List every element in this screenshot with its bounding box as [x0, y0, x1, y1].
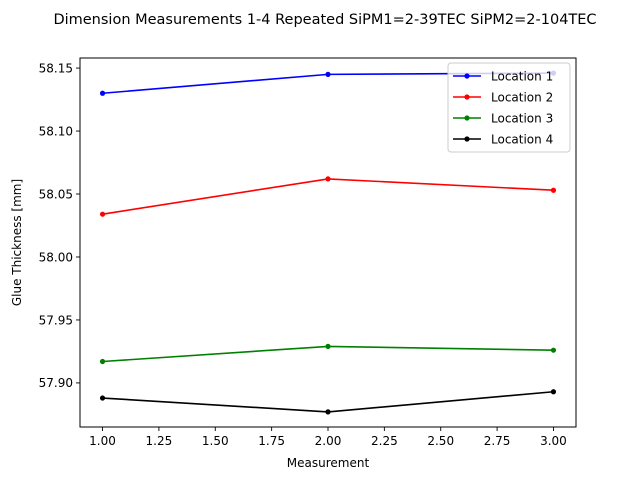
legend-entry-label: Location 4	[491, 132, 553, 146]
y-tick-label: 58.00	[39, 250, 73, 264]
x-tick-label: 2.25	[371, 434, 398, 448]
y-axis-label: Glue Thickness [mm]	[10, 179, 24, 306]
data-point-location-1	[325, 71, 331, 77]
x-tick-label: 2.50	[427, 434, 454, 448]
x-tick-label: 2.75	[484, 434, 511, 448]
x-tick-label: 1.50	[202, 434, 229, 448]
data-point-location-3	[325, 343, 331, 349]
y-tick-label: 58.05	[39, 187, 73, 201]
data-point-location-4	[550, 389, 557, 395]
legend-swatch-marker	[464, 94, 470, 100]
x-axis: 1.00 1.25 1.50 1.75 2.00 2.25 2.50 2.75 3.00	[89, 427, 567, 448]
x-tick-label: 1.00	[89, 434, 116, 448]
data-point-location-4	[99, 395, 106, 401]
data-point-location-2	[99, 211, 106, 217]
chart-title: Dimension Measurements 1-4 Repeated SiPM…	[53, 12, 596, 28]
legend-swatch-marker	[464, 115, 470, 121]
y-tick-label: 58.15	[39, 61, 73, 75]
legend-entry-label: Location 3	[491, 111, 553, 125]
y-tick-label: 58.10	[39, 124, 73, 138]
data-point-location-2	[325, 176, 331, 182]
x-axis-label: Measurement	[287, 456, 370, 470]
y-tick-label: 57.90	[39, 376, 73, 390]
data-point-location-2	[550, 187, 557, 193]
y-tick-label: 57.95	[39, 313, 73, 327]
x-tick-label: 3.00	[540, 434, 567, 448]
data-point-location-4	[325, 409, 331, 415]
data-point-location-3	[99, 358, 106, 365]
x-tick-label: 1.75	[258, 434, 285, 448]
x-tick-label: 2.00	[315, 434, 342, 448]
data-point-location-3	[550, 347, 557, 353]
legend-swatch-marker	[464, 73, 470, 79]
y-axis: 57.90 57.95 58.00 58.05 58.10 58.15	[39, 61, 80, 390]
legend-box	[447, 62, 571, 153]
legend: Location 1 Location 2 Location 3 Location 4	[447, 62, 571, 153]
data-point-location-1	[99, 90, 106, 96]
legend-entry-label: Location 1	[491, 69, 553, 83]
series-line-location-4	[102, 390, 554, 413]
legend-swatch-marker	[464, 136, 470, 142]
legend-entry-label: Location 2	[491, 90, 553, 104]
x-tick-label: 1.25	[146, 434, 173, 448]
series-line-location-2	[102, 178, 554, 215]
